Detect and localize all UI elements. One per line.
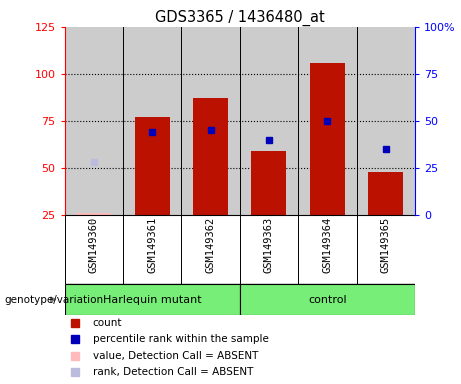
Bar (251, 151, 286, 215)
Bar (193, 98, 228, 215)
Text: count: count (93, 318, 122, 328)
Text: genotype/variation: genotype/variation (5, 295, 104, 305)
Bar (368, 172, 403, 215)
Text: Harlequin mutant: Harlequin mutant (103, 295, 201, 305)
Bar (310, 63, 345, 215)
Text: percentile rank within the sample: percentile rank within the sample (93, 334, 268, 344)
Text: GSM149360: GSM149360 (89, 217, 99, 273)
Text: GSM149364: GSM149364 (322, 217, 332, 273)
Bar (76, 213, 111, 215)
Text: GSM149361: GSM149361 (147, 217, 157, 273)
Text: GSM149363: GSM149363 (264, 217, 274, 273)
Bar (65, 284, 240, 315)
Bar (135, 117, 170, 215)
Text: rank, Detection Call = ABSENT: rank, Detection Call = ABSENT (93, 367, 253, 377)
Text: control: control (308, 295, 347, 305)
Bar (240, 284, 415, 315)
Text: value, Detection Call = ABSENT: value, Detection Call = ABSENT (93, 351, 258, 361)
Text: GSM149365: GSM149365 (381, 217, 391, 273)
Title: GDS3365 / 1436480_at: GDS3365 / 1436480_at (155, 9, 325, 25)
Text: GSM149362: GSM149362 (206, 217, 216, 273)
